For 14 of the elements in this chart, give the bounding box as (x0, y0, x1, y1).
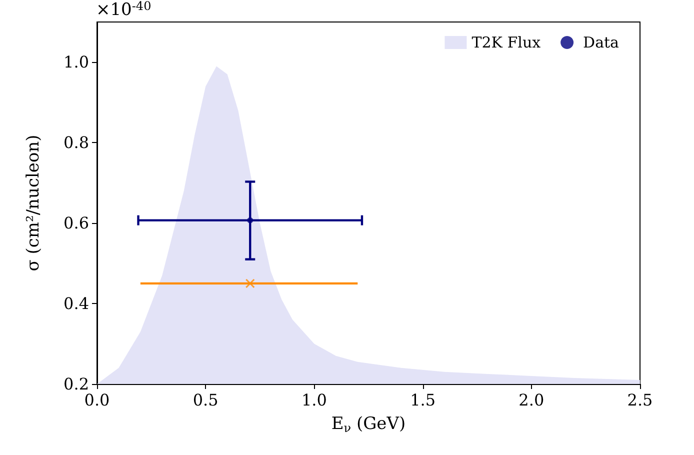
y-tick-label: 1.0 (64, 52, 89, 72)
x-tick-label: 1.0 (301, 390, 327, 410)
x-tick-label: 0.0 (84, 390, 110, 410)
y-tick-label: 0.8 (64, 133, 89, 152)
y-axis-title: σ (cm²/nucleon) (24, 134, 44, 272)
x-tick-label: 1.5 (410, 390, 436, 410)
legend-label: Data (583, 34, 620, 52)
legend-label: T2K Flux (472, 34, 542, 52)
y-tick-label: 0.2 (64, 374, 89, 394)
y-tick-label: 0.6 (64, 214, 89, 233)
x-tick-label: 2.0 (518, 390, 544, 410)
x-tick-label: 2.5 (627, 390, 653, 410)
x-tick-label: 0.5 (192, 390, 218, 410)
y-tick-label: 0.4 (64, 294, 89, 314)
